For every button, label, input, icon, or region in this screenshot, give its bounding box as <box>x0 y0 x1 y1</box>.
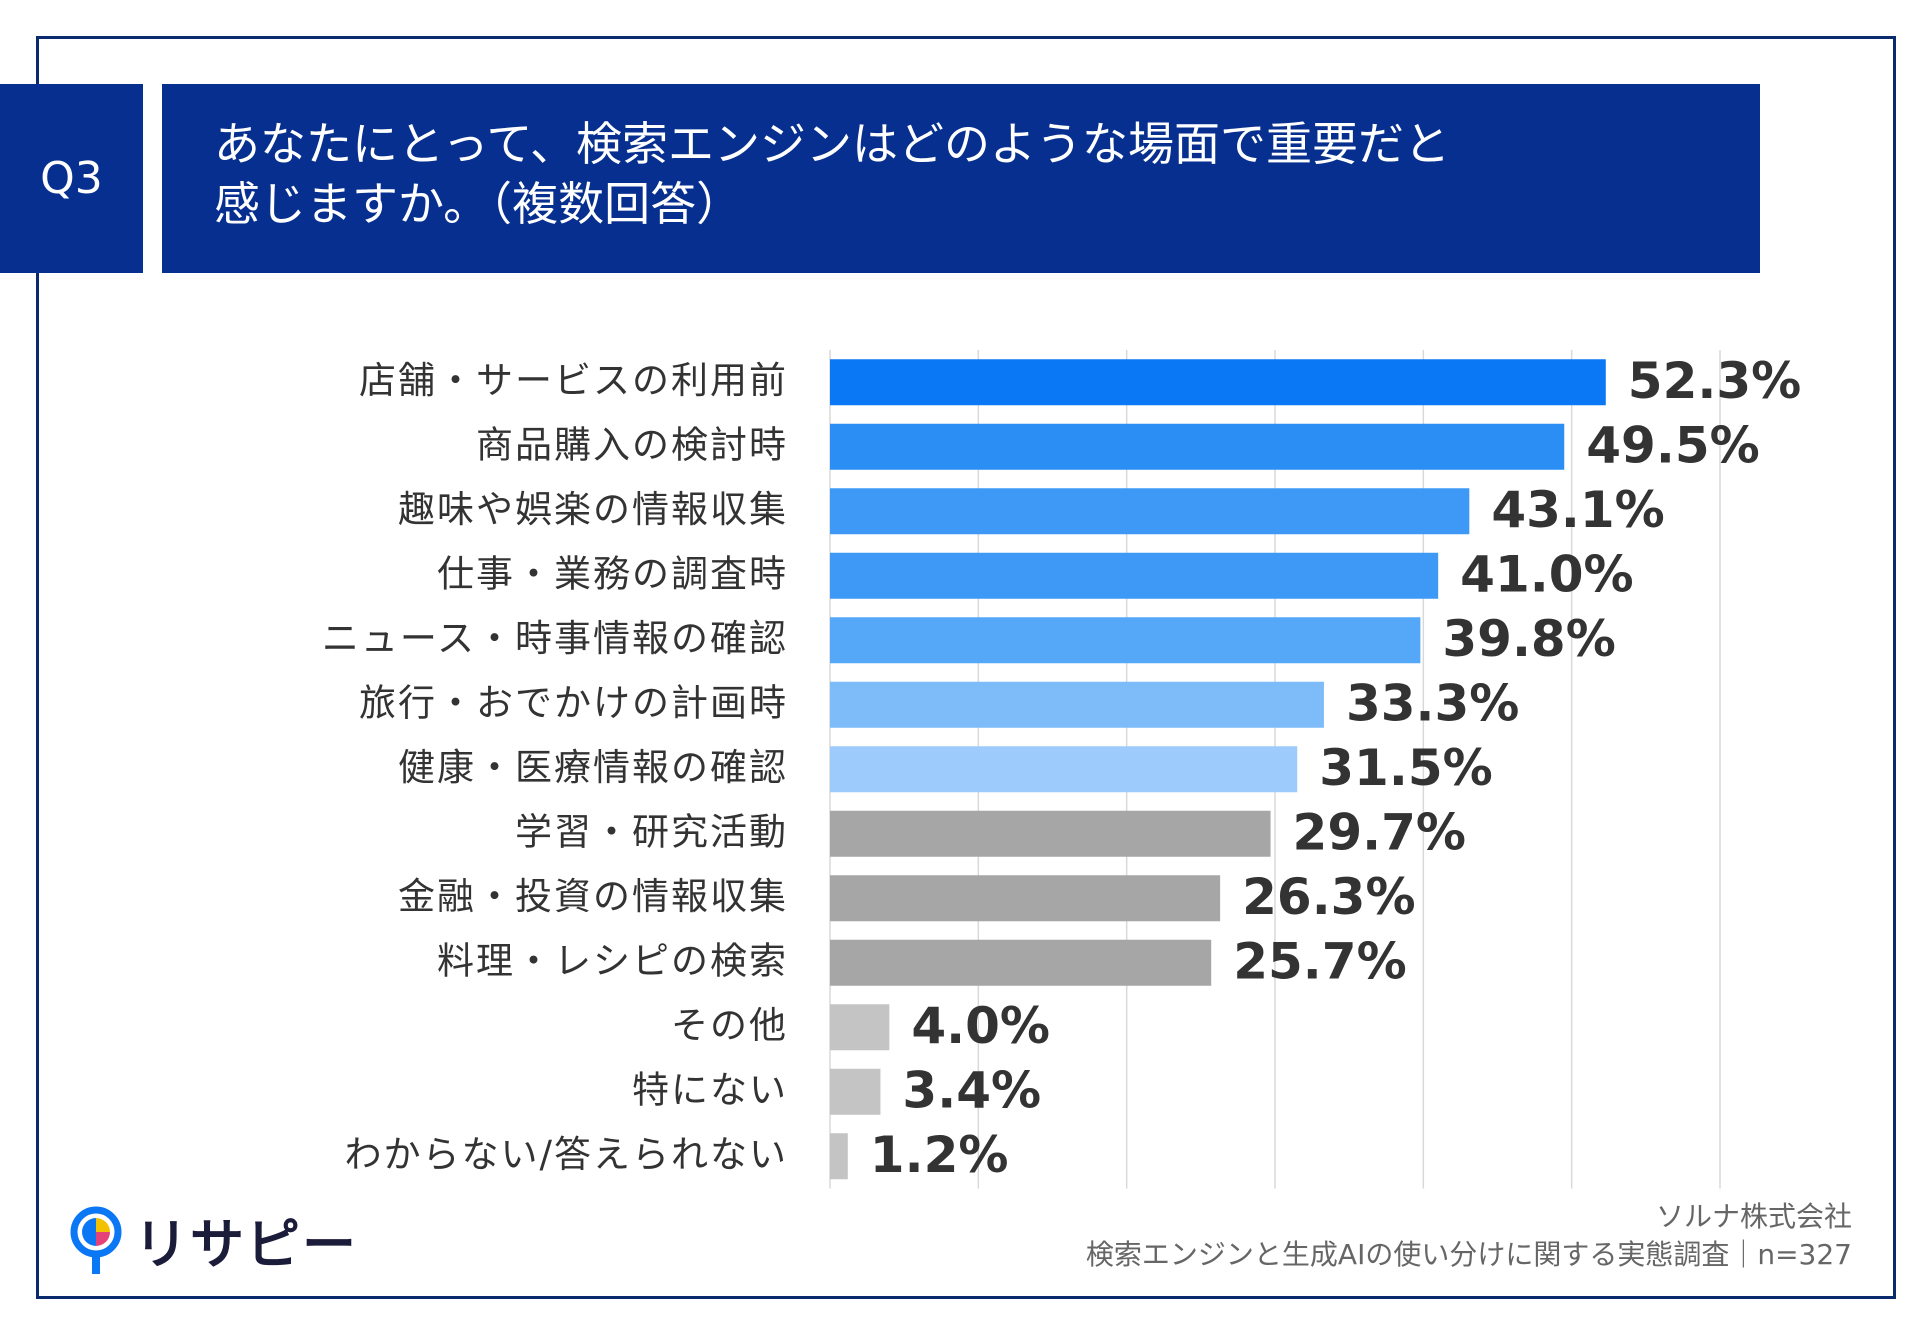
category-label: 店舗・サービスの利用前 <box>359 359 788 402</box>
value-label: 43.1% <box>1491 481 1664 539</box>
bar <box>830 552 1439 599</box>
category-label: ニュース・時事情報の確認 <box>322 617 788 660</box>
category-label: その他 <box>671 1004 788 1047</box>
question-badge: Q3 <box>0 84 143 273</box>
category-label: 金融・投資の情報収集 <box>398 875 788 918</box>
logo-pin-icon <box>70 1206 122 1274</box>
value-label: 26.3% <box>1242 868 1415 926</box>
category-label: 旅行・おでかけの計画時 <box>359 681 788 724</box>
bar <box>830 359 1606 406</box>
bar <box>830 939 1212 986</box>
bar <box>830 617 1421 664</box>
question-title-line-2: 感じますか。（複数回答） <box>214 177 743 231</box>
risapy-logo: リサピー <box>68 1200 358 1279</box>
question-title-line-1: あなたにとって、検索エンジンはどのような場面で重要だと <box>214 117 1451 171</box>
value-label: 41.0% <box>1460 545 1633 603</box>
bar <box>830 746 1298 793</box>
bar <box>830 1133 848 1180</box>
bar <box>830 1004 890 1051</box>
value-label: 25.7% <box>1233 932 1406 990</box>
value-label: 39.8% <box>1442 610 1615 668</box>
value-label: 33.3% <box>1346 674 1519 732</box>
category-label: 料理・レシピの検索 <box>437 939 788 982</box>
category-label: 健康・医療情報の確認 <box>398 746 788 789</box>
value-label: 1.2% <box>870 1126 1009 1184</box>
value-label: 29.7% <box>1293 803 1466 861</box>
value-label: 4.0% <box>911 997 1050 1055</box>
chart-frame <box>36 36 1896 1299</box>
bar <box>830 875 1221 922</box>
bar <box>830 681 1324 728</box>
bar <box>830 1068 881 1115</box>
credit-company: ソルナ株式会社 <box>1655 1200 1852 1233</box>
bar <box>830 423 1565 470</box>
category-label: 学習・研究活動 <box>515 810 788 853</box>
value-label: 49.5% <box>1586 416 1759 474</box>
category-label: わからない/答えられない <box>345 1133 788 1176</box>
category-label: 特にない <box>632 1068 788 1111</box>
bar <box>830 488 1470 535</box>
credit-survey: 検索エンジンと生成AIの使い分けに関する実態調査｜n=327 <box>1085 1238 1852 1271</box>
value-label: 52.3% <box>1628 352 1801 410</box>
question-title: あなたにとって、検索エンジンはどのような場面で重要だと 感じますか。（複数回答） <box>162 84 1760 273</box>
logo-text: リサピー <box>134 1213 358 1276</box>
value-label: 31.5% <box>1319 739 1492 797</box>
category-label: 商品購入の検討時 <box>476 423 788 466</box>
bar <box>830 810 1271 857</box>
value-label: 3.4% <box>902 1061 1041 1119</box>
category-label: 仕事・業務の調査時 <box>437 552 788 595</box>
category-label: 趣味や娯楽の情報収集 <box>398 488 788 531</box>
